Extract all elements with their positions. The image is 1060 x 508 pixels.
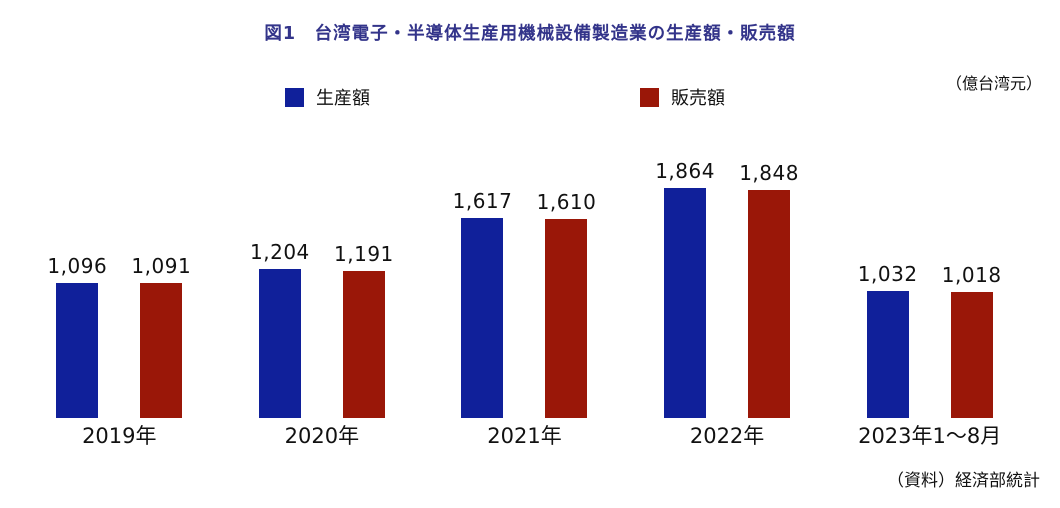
x-axis-label-2023年1～8月: 2023年1～8月 xyxy=(858,424,1002,448)
legend-item-hanbaigaku: 販売額 xyxy=(640,84,725,110)
bar-hanbaigaku-2023年1～8月 xyxy=(950,292,993,418)
legend-item-seisangaku: 生産額 xyxy=(285,84,370,110)
bar-col-seisangaku-2021年: 1,617 xyxy=(453,189,512,418)
bar-value-label: 1,018 xyxy=(941,263,1002,287)
bar-col-seisangaku-2020年: 1,204 xyxy=(250,240,309,418)
bar-group-2020年: 1,204 1,191 xyxy=(221,240,424,418)
bar-hanbaigaku-2022年 xyxy=(748,190,791,418)
legend-label-hanbaigaku: 販売額 xyxy=(671,88,725,109)
bar-group-2019年: 1,096 1,091 xyxy=(18,254,221,418)
bar-seisangaku-2021年 xyxy=(461,218,504,418)
legend: 生産額 販売額 xyxy=(0,84,1060,110)
bar-value-label: 1,032 xyxy=(857,262,918,286)
x-axis-label-2020年: 2020年 xyxy=(284,424,360,448)
bar-col-seisangaku-2019年: 1,096 xyxy=(47,254,107,418)
x-axis-label-2019年: 2019年 xyxy=(82,424,157,448)
bar-group-2021年: 1,617 1,610 xyxy=(423,189,626,418)
bar-col-hanbaigaku-2020年: 1,191 xyxy=(334,242,393,418)
bar-col-hanbaigaku-2019年: 1,091 xyxy=(131,254,191,418)
chart-title: 図1 台湾電子・半導体生産用機械設備製造業の生産額・販売額 xyxy=(264,24,796,44)
bar-seisangaku-2023年1～8月 xyxy=(866,291,909,418)
bar-value-label: 1,610 xyxy=(536,190,597,214)
x-axis-label-2022年: 2022年 xyxy=(689,424,765,448)
bar-value-label: 1,864 xyxy=(655,159,715,183)
bar-hanbaigaku-2021年 xyxy=(545,219,588,418)
bar-col-hanbaigaku-2022年: 1,848 xyxy=(739,161,798,418)
bar-value-label: 1,617 xyxy=(452,189,513,213)
plot-area: 1,096 1,091 1,204 1,191 1,617 1,610 1,864 1,848… xyxy=(18,0,1031,418)
bar-hanbaigaku-2020年 xyxy=(342,271,385,418)
bar-seisangaku-2022年 xyxy=(664,188,707,418)
bar-hanbaigaku-2019年 xyxy=(140,283,183,418)
x-axis: 2019年 2020年 2021年 2022年 2023年1～8月 xyxy=(18,420,1031,450)
source-note: （資料）経済部統計 xyxy=(887,471,1040,491)
bar-col-hanbaigaku-2023年1～8月: 1,018 xyxy=(942,263,1001,418)
unit-label: （億台湾元） xyxy=(945,74,1042,93)
bar-seisangaku-2020年 xyxy=(258,269,301,418)
bar-value-label: 1,204 xyxy=(250,240,310,264)
x-axis-label-2021年: 2021年 xyxy=(487,424,562,448)
legend-label-seisangaku: 生産額 xyxy=(316,88,370,109)
legend-swatch-hanbaigaku-icon xyxy=(640,87,659,107)
bar-value-label: 1,091 xyxy=(131,254,192,278)
bar-value-label: 1,191 xyxy=(334,242,394,266)
bar-seisangaku-2019年 xyxy=(56,283,99,418)
bar-col-seisangaku-2023年1～8月: 1,032 xyxy=(858,262,917,418)
legend-swatch-seisangaku-icon xyxy=(285,87,304,107)
bar-group-2022年: 1,864 1,848 xyxy=(626,159,829,418)
bar-col-seisangaku-2022年: 1,864 xyxy=(655,159,714,418)
bar-value-label: 1,848 xyxy=(739,161,799,185)
bar-group-2023年1～8月: 1,032 1,018 xyxy=(828,262,1031,418)
bar-col-hanbaigaku-2021年: 1,610 xyxy=(537,190,596,418)
bar-value-label: 1,096 xyxy=(47,254,108,278)
